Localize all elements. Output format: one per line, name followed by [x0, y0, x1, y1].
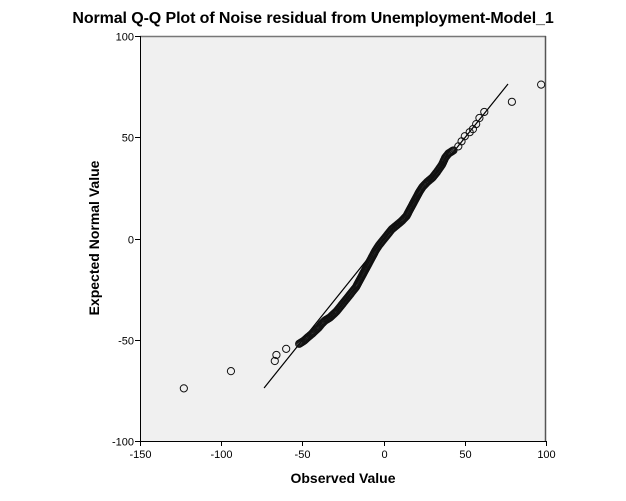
data-point — [448, 146, 457, 156]
data-point — [447, 147, 456, 156]
data-point — [449, 146, 458, 155]
x-tick-label: 0 — [381, 449, 387, 461]
y-tick-label: 100 — [116, 32, 134, 44]
data-point — [460, 132, 469, 141]
data-point — [226, 367, 236, 376]
x-tick-label: -150 — [129, 449, 151, 461]
y-tick-label: -50 — [118, 336, 134, 348]
y-tick-label: -100 — [112, 437, 134, 449]
data-point — [507, 97, 516, 106]
data-point — [475, 113, 484, 123]
plot-area — [140, 36, 546, 441]
x-tick-label: -50 — [295, 449, 311, 461]
data-point — [179, 384, 188, 393]
chart-title: Normal Q-Q Plot of Noise residual from U… — [72, 10, 554, 27]
data-point — [480, 107, 489, 117]
x-tick-label: 100 — [537, 449, 555, 461]
y-tick-label: 50 — [122, 133, 134, 145]
x-tick-label: -100 — [210, 449, 232, 461]
x-tick-label: 50 — [459, 449, 471, 461]
x-axis-label: Observed Value — [290, 470, 396, 486]
data-point — [272, 350, 281, 360]
data-point — [270, 356, 279, 366]
y-tick-label: 0 — [128, 235, 134, 247]
data-point — [537, 80, 546, 89]
data-point — [282, 344, 291, 353]
